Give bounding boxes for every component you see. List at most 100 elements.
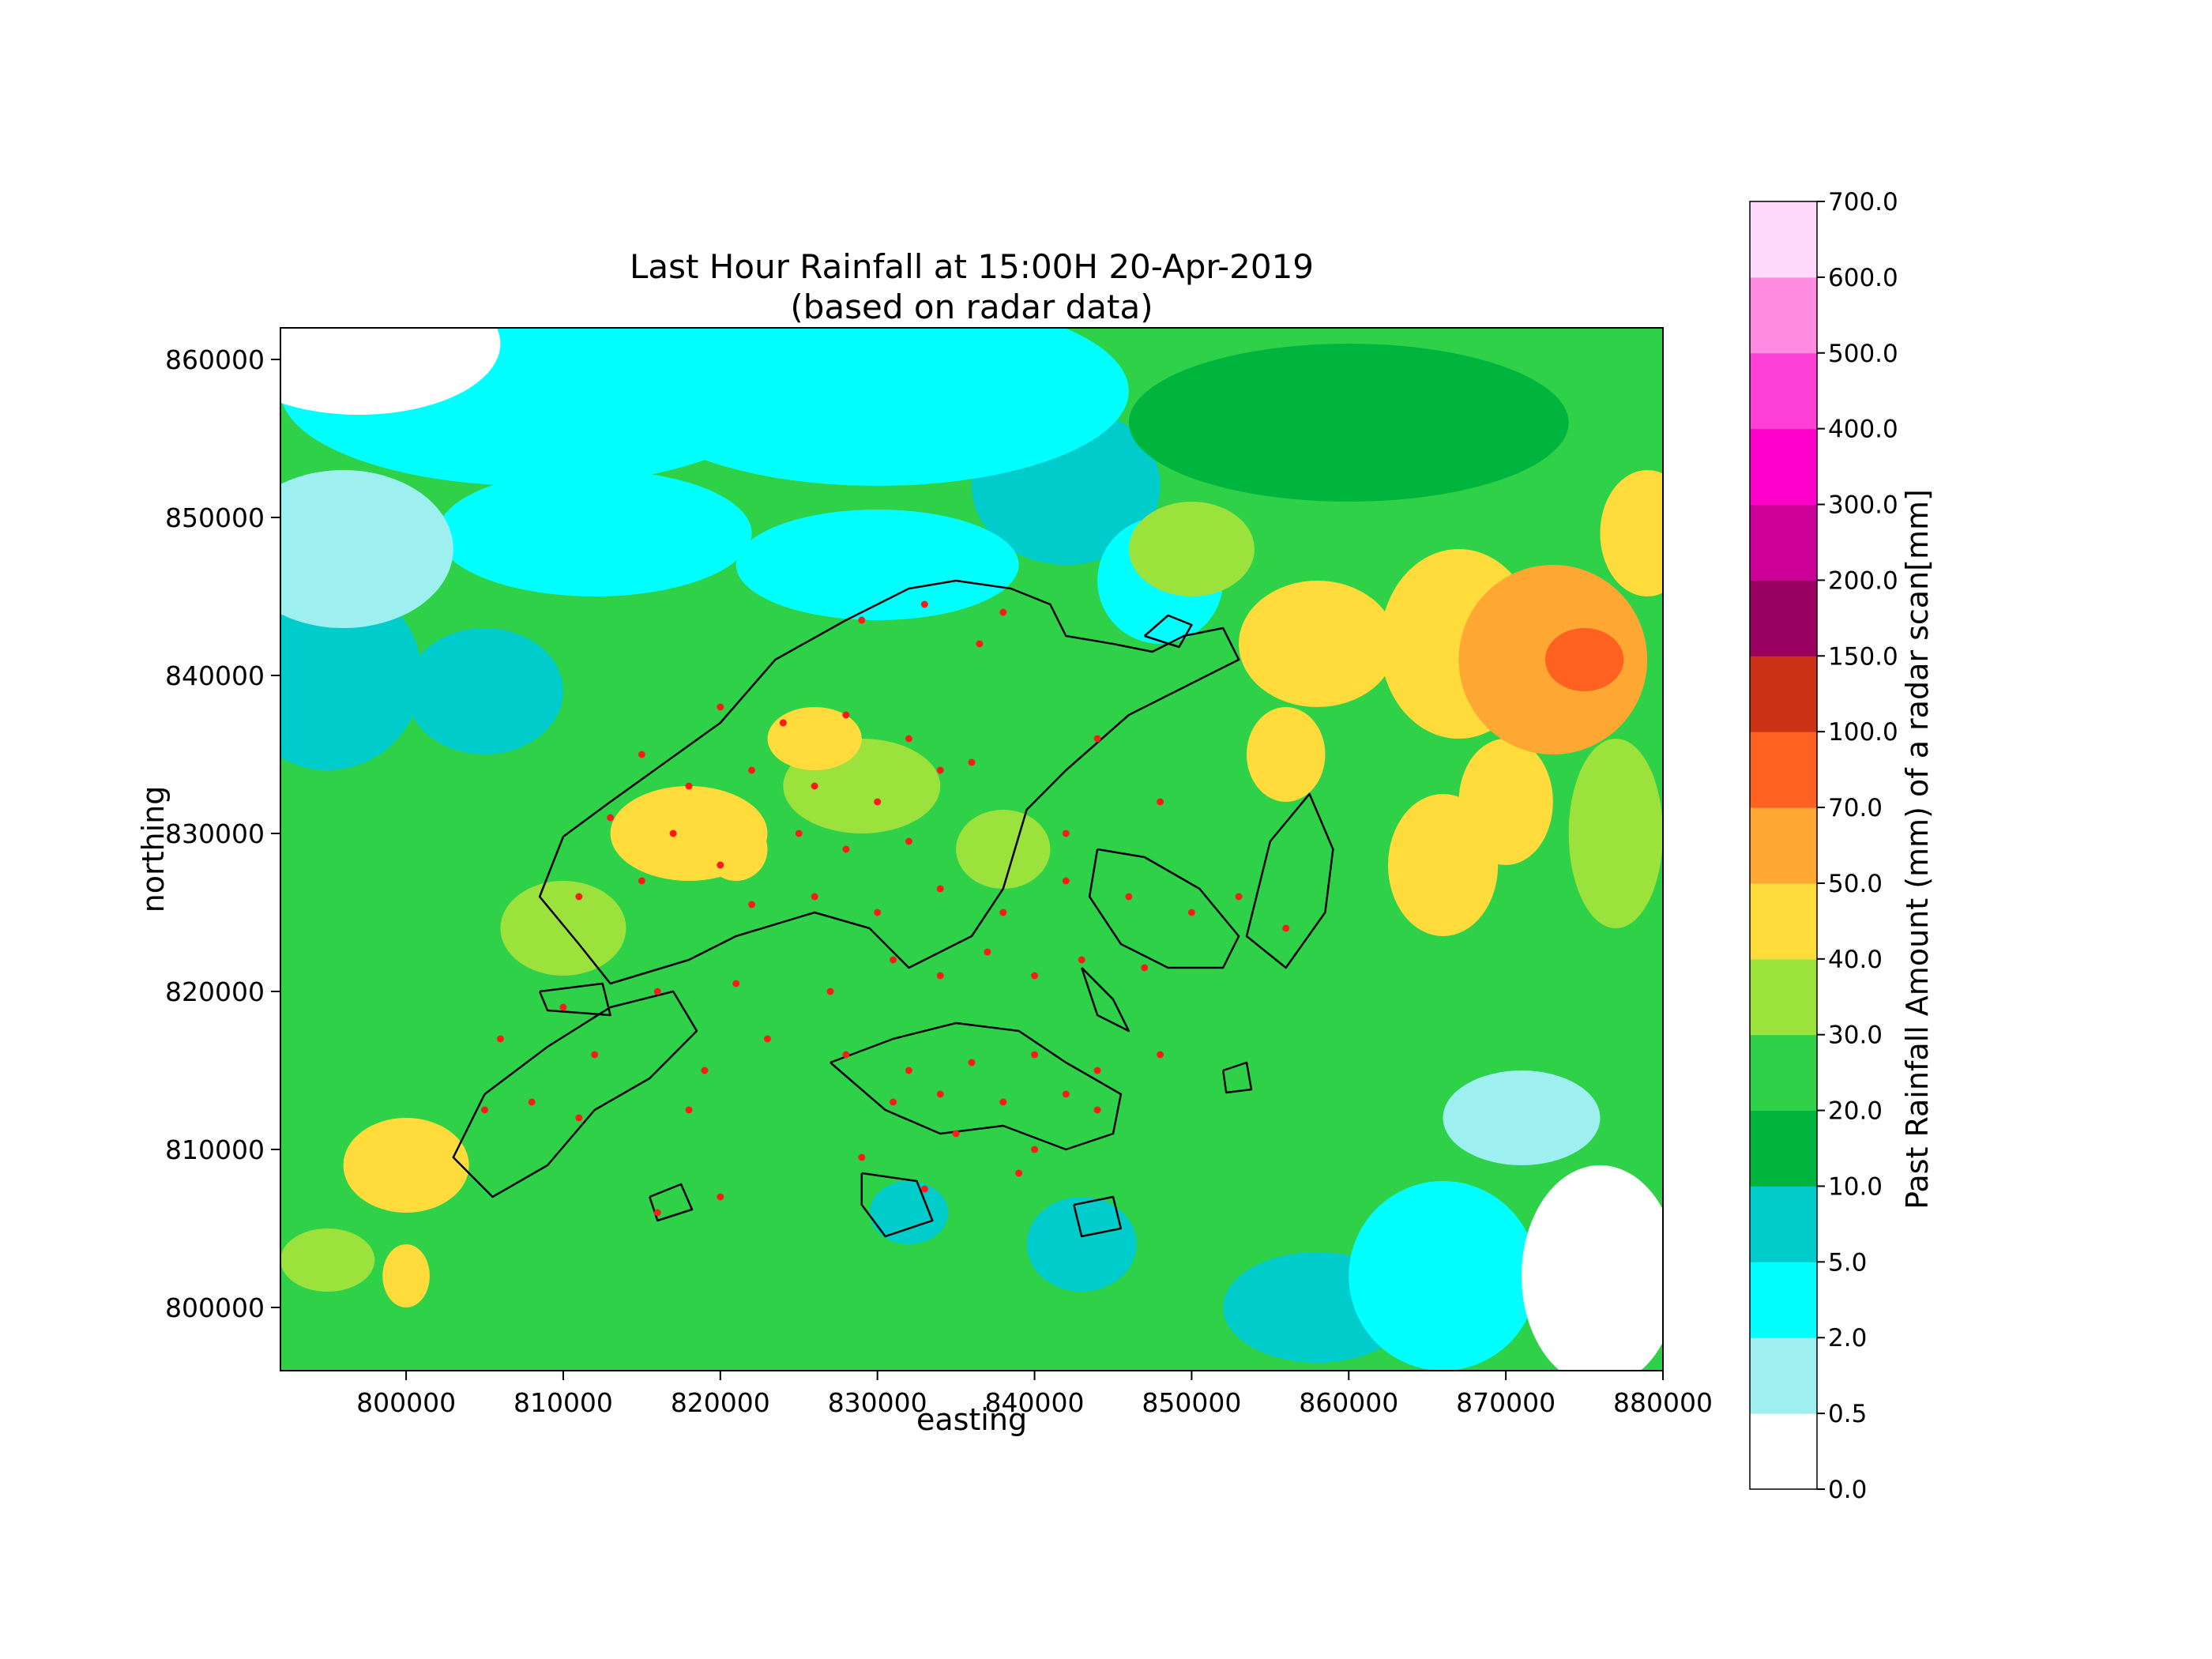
rain-cell bbox=[1544, 628, 1624, 691]
colorbar-segment bbox=[1750, 1034, 1817, 1112]
chart-title-line2: (based on radar data) bbox=[790, 288, 1153, 326]
y-tick-label: 820000 bbox=[165, 976, 265, 1007]
plot-frame bbox=[280, 327, 1664, 1371]
rain-cell bbox=[437, 470, 752, 596]
rain-cell bbox=[869, 1181, 949, 1244]
rain-gauge-point bbox=[685, 782, 693, 790]
rain-gauge-point bbox=[591, 1051, 599, 1059]
rain-cell bbox=[956, 810, 1051, 889]
rain-cell bbox=[1349, 1181, 1537, 1371]
colorbar-tick-label: 2.0 bbox=[1828, 1324, 1867, 1352]
rain-cell bbox=[343, 1118, 469, 1213]
rain-cell bbox=[1443, 1070, 1601, 1165]
x-tick-label: 800000 bbox=[356, 1387, 456, 1418]
rain-gauge-point bbox=[999, 608, 1007, 616]
rain-gauge-point bbox=[1031, 1146, 1039, 1153]
rain-cell bbox=[767, 707, 862, 770]
rain-cell bbox=[704, 818, 768, 881]
rain-gauge-point bbox=[1187, 908, 1195, 916]
rain-gauge-point bbox=[858, 616, 866, 624]
colorbar-label: Past Rainfall Amount (mm) of a radar sca… bbox=[1900, 489, 1935, 1209]
rain-gauge-point bbox=[638, 750, 645, 758]
rain-gauge-point bbox=[968, 1059, 976, 1066]
rain-cell bbox=[1568, 739, 1663, 928]
colorbar-segment bbox=[1750, 656, 1817, 732]
x-tick-label: 840000 bbox=[985, 1387, 1085, 1418]
colorbar-tick-label: 30.0 bbox=[1828, 1021, 1883, 1050]
coastline bbox=[538, 982, 611, 1017]
chart-title-line1: Last Hour Rainfall at 15:00H 20-Apr-2019 bbox=[630, 247, 1314, 286]
colorbar-segment bbox=[1750, 352, 1817, 430]
plot-area bbox=[280, 328, 1663, 1371]
rain-gauge-point bbox=[1157, 1051, 1164, 1059]
rain-gauge-point bbox=[481, 1106, 489, 1114]
colorbar-frame bbox=[1749, 201, 1818, 1490]
colorbar-tick-label: 20.0 bbox=[1828, 1097, 1883, 1126]
rain-gauge-point bbox=[653, 988, 661, 995]
rain-gauge-point bbox=[890, 1098, 897, 1106]
rain-gauge-point bbox=[795, 830, 803, 837]
x-tick-label: 850000 bbox=[1142, 1387, 1241, 1418]
rain-gauge-point bbox=[732, 980, 740, 988]
rain-gauge-point bbox=[1062, 1090, 1070, 1098]
rain-gauge-point bbox=[874, 798, 882, 806]
coastline-layer bbox=[452, 579, 1334, 1238]
rain-gauge-point bbox=[717, 861, 724, 869]
rain-cell bbox=[406, 628, 563, 754]
rain-cell bbox=[1128, 344, 1569, 502]
x-tick-label: 860000 bbox=[1299, 1387, 1398, 1418]
rain-gauge-point bbox=[968, 758, 976, 766]
y-tick-label: 830000 bbox=[165, 818, 265, 849]
colorbar-segment bbox=[1750, 807, 1817, 884]
colorbar-tick-label: 50.0 bbox=[1828, 870, 1883, 898]
colorbar-segment bbox=[1750, 1186, 1817, 1262]
colorbar-tick-label: 700.0 bbox=[1828, 188, 1898, 216]
rain-cell bbox=[500, 881, 626, 976]
rain-gauge-point bbox=[779, 719, 787, 727]
rain-gauge-point bbox=[936, 972, 944, 980]
rain-cell bbox=[1522, 1165, 1663, 1371]
rain-cell bbox=[280, 581, 422, 770]
rain-gauge-point bbox=[1235, 893, 1243, 901]
rain-gauge-point bbox=[905, 1066, 912, 1074]
coastline bbox=[1245, 792, 1334, 969]
rain-gauge-point bbox=[826, 988, 834, 995]
rain-gauge-point bbox=[1125, 893, 1133, 901]
rain-cell bbox=[735, 510, 1019, 620]
y-tick-label: 860000 bbox=[165, 344, 265, 375]
rain-gauge-point bbox=[1093, 735, 1101, 743]
colorbar-segment bbox=[1750, 504, 1817, 581]
rain-gauge-point bbox=[890, 956, 897, 964]
rain-cell bbox=[280, 470, 453, 628]
coastline bbox=[452, 990, 698, 1198]
rain-gauge-point bbox=[1062, 877, 1070, 885]
rain-cell bbox=[1128, 502, 1255, 596]
y-tick-label: 850000 bbox=[165, 502, 265, 533]
rain-gauge-point bbox=[496, 1035, 504, 1043]
rain-gauge-point bbox=[905, 837, 912, 845]
colorbar-segment bbox=[1750, 882, 1817, 960]
colorbar-tick-label: 600.0 bbox=[1828, 264, 1898, 292]
rain-gauge-point bbox=[1078, 956, 1085, 964]
x-tick-label: 870000 bbox=[1456, 1387, 1556, 1418]
rain-gauge-point bbox=[874, 908, 882, 916]
rain-gauge-point bbox=[528, 1098, 536, 1106]
rain-gauge-point bbox=[575, 893, 583, 901]
rain-gauge-point bbox=[1157, 798, 1164, 806]
coastline bbox=[1088, 848, 1240, 969]
coastline bbox=[1143, 614, 1193, 649]
colorbar-tick-label: 40.0 bbox=[1828, 946, 1883, 974]
rain-gauge-point bbox=[1282, 924, 1290, 932]
colorbar-segment bbox=[1750, 428, 1817, 506]
colorbar-tick-label: 5.0 bbox=[1828, 1248, 1867, 1277]
colorbar-tick-label: 0.5 bbox=[1828, 1400, 1867, 1428]
coastline bbox=[860, 1172, 934, 1238]
y-tick-label: 810000 bbox=[165, 1134, 265, 1165]
rain-gauge-point bbox=[952, 1130, 960, 1138]
rain-gauge-point bbox=[559, 1003, 567, 1011]
rain-cell bbox=[382, 1244, 430, 1307]
rain-gauge-point bbox=[1141, 964, 1149, 972]
x-tick-label: 830000 bbox=[828, 1387, 927, 1418]
x-tick-label: 810000 bbox=[514, 1387, 613, 1418]
